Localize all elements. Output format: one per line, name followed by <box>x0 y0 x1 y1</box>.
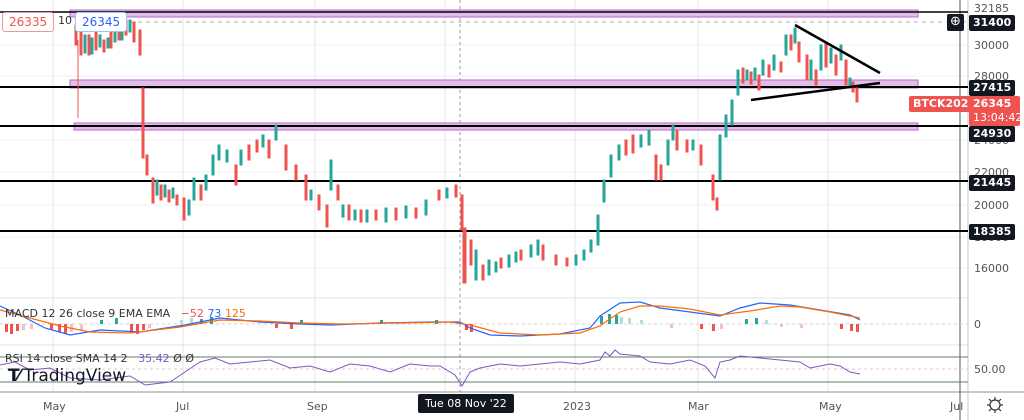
price-tick: 30000 <box>974 39 1009 52</box>
price-tag-24930[interactable]: 24930 <box>969 126 1016 142</box>
spread-value: 10 <box>58 14 72 27</box>
time-label: Sep <box>307 400 328 413</box>
time-label: Jul <box>176 400 190 413</box>
price-tag-31400[interactable]: 31400 <box>969 15 1016 31</box>
time-label: May <box>43 400 66 413</box>
tradingview-logo: T⁄ TradingView <box>8 366 126 386</box>
gear-icon[interactable] <box>987 397 1003 413</box>
rsi-v3: Ø <box>185 352 195 365</box>
price-tick: 16000 <box>974 262 1009 275</box>
current-price-tag: 26345 13:04:42 <box>969 96 1023 126</box>
tradingview-logo-text: TradingView <box>23 366 127 386</box>
price-tag-18385[interactable]: 18385 <box>969 224 1016 240</box>
price-tag-27415[interactable]: 27415 <box>969 80 1016 96</box>
support-resistance-zones[interactable] <box>69 9 919 131</box>
time-label: 2023 <box>563 400 591 413</box>
tradingview-logo-icon: T⁄ <box>8 366 21 386</box>
bar-countdown: 13:04:42 <box>973 111 1023 124</box>
rsi-axis-50: 50.00 <box>974 363 1006 376</box>
candlesticks <box>74 19 859 284</box>
vertical-grid <box>52 0 829 392</box>
horizontal-levels[interactable] <box>0 11 968 232</box>
rsi-legend[interactable]: RSI 14 close SMA 14 2 35.42 Ø Ø <box>5 352 194 365</box>
horizontal-grid <box>0 44 968 269</box>
price-tick: 28000 <box>974 70 1009 83</box>
time-label: Jul <box>950 400 964 413</box>
current-price: 26345 <box>973 97 1012 110</box>
price-tick: 20000 <box>974 199 1009 212</box>
macd-legend[interactable]: MACD 12 26 close 9 EMA EMA −52 73 125 <box>5 307 246 320</box>
ask-price-box[interactable]: 26345 <box>75 12 128 32</box>
rsi-title: RSI 14 close SMA 14 2 <box>5 352 128 365</box>
time-label: May <box>819 400 842 413</box>
trendlines[interactable] <box>750 23 881 102</box>
macd-histogram-value: −52 <box>180 307 204 320</box>
crosshair-date-label: Tue 08 Nov '22 <box>418 394 514 413</box>
macd-line-value: 73 <box>207 307 222 320</box>
add-alert-plus-icon[interactable]: ⊕ <box>947 14 964 31</box>
rsi-pane <box>0 349 968 387</box>
bid-price-box[interactable]: 26335 <box>2 12 55 32</box>
price-tick: 32185 <box>974 2 1009 15</box>
macd-title: MACD 12 26 close 9 EMA EMA <box>5 307 171 320</box>
macd-axis-zero: 0 <box>974 318 981 331</box>
current-symbol-tag: BTCK2023 <box>909 96 981 112</box>
rsi-value: 35.42 <box>138 352 170 365</box>
macd-pane <box>0 301 968 337</box>
time-label: Mar <box>688 400 709 413</box>
price-tag-21445[interactable]: 21445 <box>969 175 1016 191</box>
rsi-v2: Ø <box>173 352 182 365</box>
macd-signal-value: 125 <box>224 307 246 320</box>
